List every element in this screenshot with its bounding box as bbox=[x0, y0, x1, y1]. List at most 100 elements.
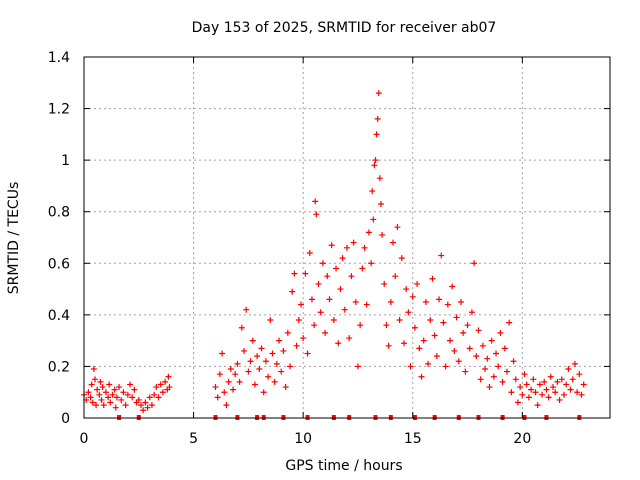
grid-lines bbox=[84, 57, 610, 418]
data-point bbox=[576, 371, 583, 378]
data-point bbox=[312, 198, 319, 205]
y-tick-label: 0.8 bbox=[48, 205, 70, 221]
data-point bbox=[105, 394, 112, 401]
data-point bbox=[116, 384, 123, 391]
data-point bbox=[418, 373, 425, 380]
data-point bbox=[440, 319, 447, 326]
data-point bbox=[94, 386, 101, 393]
data-point bbox=[256, 366, 263, 373]
data-point bbox=[398, 255, 405, 262]
data-point bbox=[552, 389, 559, 396]
data-point bbox=[282, 384, 289, 391]
data-point bbox=[411, 324, 418, 331]
data-point bbox=[100, 402, 107, 409]
data-point bbox=[225, 378, 232, 385]
data-point bbox=[567, 386, 574, 393]
data-point bbox=[539, 391, 546, 398]
data-point bbox=[127, 381, 134, 388]
data-point bbox=[375, 90, 382, 97]
data-point bbox=[102, 389, 109, 396]
data-point bbox=[436, 296, 443, 303]
data-point bbox=[289, 288, 296, 295]
data-point bbox=[322, 329, 329, 336]
x-tick-label: 5 bbox=[189, 431, 198, 447]
data-point bbox=[221, 389, 228, 396]
data-point bbox=[444, 301, 451, 308]
data-point bbox=[291, 270, 298, 277]
data-point bbox=[517, 384, 524, 391]
data-point bbox=[477, 376, 484, 383]
data-point bbox=[521, 371, 528, 378]
data-point bbox=[499, 378, 506, 385]
data-point bbox=[482, 366, 489, 373]
data-point bbox=[153, 384, 160, 391]
data-point bbox=[319, 260, 326, 267]
data-point bbox=[96, 391, 103, 398]
data-point bbox=[563, 381, 570, 388]
data-point bbox=[374, 115, 381, 122]
data-point bbox=[238, 324, 245, 331]
data-point bbox=[271, 378, 278, 385]
data-point bbox=[142, 399, 149, 406]
data-point bbox=[328, 242, 335, 249]
data-point bbox=[464, 322, 471, 329]
data-point bbox=[155, 394, 162, 401]
data-point bbox=[337, 286, 344, 293]
data-point bbox=[528, 386, 535, 393]
data-point bbox=[278, 368, 285, 375]
data-point bbox=[497, 329, 504, 336]
data-point bbox=[359, 265, 366, 272]
data-point bbox=[368, 260, 375, 267]
data-point bbox=[107, 399, 114, 406]
data-point bbox=[354, 363, 361, 370]
data-point bbox=[547, 373, 554, 380]
data-point bbox=[451, 347, 458, 354]
data-point bbox=[129, 394, 136, 401]
data-point bbox=[304, 350, 311, 357]
data-point bbox=[490, 373, 497, 380]
data-point bbox=[258, 345, 265, 352]
data-point bbox=[373, 131, 380, 138]
y-tick-label: 1.2 bbox=[48, 102, 70, 118]
data-point bbox=[341, 306, 348, 313]
data-point bbox=[471, 260, 478, 267]
data-point bbox=[409, 293, 416, 300]
data-point bbox=[330, 317, 337, 324]
data-point bbox=[214, 394, 221, 401]
data-point bbox=[109, 391, 116, 398]
data-point bbox=[236, 378, 243, 385]
y-tick-label: 0.6 bbox=[48, 256, 70, 272]
data-point bbox=[302, 270, 309, 277]
data-point bbox=[267, 317, 274, 324]
data-point bbox=[308, 296, 315, 303]
data-point bbox=[403, 286, 410, 293]
data-point bbox=[162, 378, 169, 385]
data-point bbox=[519, 391, 526, 398]
x-tick-label: 20 bbox=[513, 431, 531, 447]
data-point bbox=[466, 345, 473, 352]
data-point bbox=[558, 376, 565, 383]
data-point bbox=[157, 381, 164, 388]
data-point bbox=[387, 298, 394, 305]
data-point bbox=[514, 399, 521, 406]
data-point bbox=[254, 353, 261, 360]
data-point bbox=[232, 371, 239, 378]
data-point bbox=[449, 283, 456, 290]
axis-ticks: 0 0.2 0.4 0.6 0.8 1 1.2 1.4 0 5 10 15 20 bbox=[48, 50, 610, 447]
data-point bbox=[297, 301, 304, 308]
data-point bbox=[352, 298, 359, 305]
data-point bbox=[501, 345, 508, 352]
data-point bbox=[112, 404, 119, 411]
y-axis-label: SRMTID / TECUs bbox=[6, 182, 22, 295]
data-point bbox=[269, 350, 276, 357]
y-tick-label: 1.4 bbox=[48, 50, 70, 66]
data-point bbox=[350, 239, 357, 246]
data-point bbox=[560, 391, 567, 398]
data-point bbox=[276, 337, 283, 344]
data-point bbox=[396, 317, 403, 324]
data-point bbox=[293, 342, 300, 349]
data-point bbox=[370, 216, 377, 223]
y-tick-label: 1 bbox=[61, 153, 70, 169]
data-point bbox=[453, 314, 460, 321]
